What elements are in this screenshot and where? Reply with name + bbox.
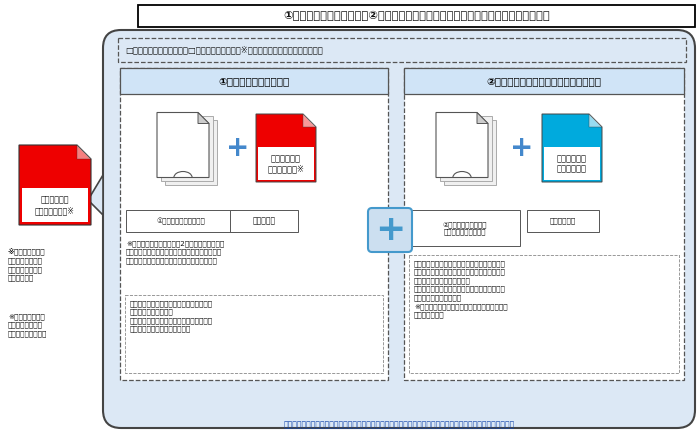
Text: 使用用途が異なりますので、レターパックプラス（赤）とレターパックライト（青）それぞれご用意ください。: 使用用途が異なりますので、レターパックプラス（赤）とレターパックライト（青）それ…: [284, 421, 514, 429]
Text: +: +: [226, 134, 250, 162]
Text: ※書類一式をまと
めて、郵送記録が
残る方法で、御送
付ください。: ※書類一式をまと めて、郵送記録が 残る方法で、御送 付ください。: [8, 248, 46, 281]
Bar: [444, 121, 496, 186]
Text: ②他の医療機関等への異動に伴う変更届: ②他の医療機関等への異動に伴う変更届: [486, 76, 601, 86]
Polygon shape: [19, 145, 91, 225]
Text: ・「交付票」については、審査が終了次第、手
続きをした医療機関等へ、レターパックライト
（青）を使用し送付します。
・「交付票」が届いたら、異動先の医療機関等
: ・「交付票」については、審査が終了次第、手 続きをした医療機関等へ、レターパック…: [414, 260, 508, 318]
FancyBboxPatch shape: [103, 30, 695, 428]
Polygon shape: [198, 113, 209, 124]
Bar: [161, 117, 213, 181]
Polygon shape: [303, 114, 316, 127]
Text: ②　他の医療機関等へ
の異動に伴う変更届等: ② 他の医療機関等へ の異動に伴う変更届等: [442, 221, 487, 235]
Bar: [440, 117, 492, 181]
Bar: [120, 68, 388, 94]
Polygon shape: [542, 114, 602, 182]
FancyBboxPatch shape: [368, 208, 412, 252]
Bar: [410, 210, 520, 246]
Bar: [404, 68, 684, 94]
Bar: [120, 68, 388, 380]
Text: +: +: [374, 213, 405, 247]
Bar: [527, 210, 599, 232]
Polygon shape: [88, 175, 103, 215]
Bar: [125, 295, 383, 373]
Bar: [409, 255, 679, 373]
Polygon shape: [157, 113, 209, 177]
Text: 免許交付用: 免許交付用: [253, 216, 276, 225]
Text: ①自医療機関等の申請等と②他の医療機関等への異動に伴う変更届を同時にする場合: ①自医療機関等の申請等と②他の医療機関等への異動に伴う変更届を同時にする場合: [283, 11, 550, 21]
Polygon shape: [77, 145, 91, 159]
Text: ①自医療機関等の申請等: ①自医療機関等の申請等: [157, 217, 205, 224]
Bar: [230, 210, 298, 232]
Bar: [118, 38, 686, 62]
Polygon shape: [477, 113, 488, 124]
Text: ①自医療機関等の申請等: ①自医療機関等の申請等: [218, 76, 290, 86]
Text: ※送付の際は「郵
送申請」と大きく
記載してください。: ※送付の際は「郵 送申請」と大きく 記載してください。: [8, 313, 48, 337]
Bar: [544, 147, 600, 180]
Text: □麻薬取扱者申請一覧　　□チェックシート　（※申請書とは別にご用意ください）: □麻薬取扱者申請一覧 □チェックシート （※申請書とは別にご用意ください）: [125, 45, 323, 55]
Text: ※免許交付を簡易書留（角2封筒に送料分の切手
を貼付）で交付希望される場合、免許証の交付数
により送料が異なりますのでご注意ください。: ※免許交付を簡易書留（角2封筒に送料分の切手 を貼付）で交付希望される場合、免許…: [126, 240, 224, 264]
Text: レターパック
プラス（赤）※: レターパック プラス（赤）※: [267, 154, 304, 173]
Text: 交付票送付用: 交付票送付用: [550, 218, 576, 224]
Text: レターパック
プラス（赤）等※: レターパック プラス（赤）等※: [35, 195, 75, 215]
Polygon shape: [589, 114, 602, 127]
Bar: [22, 188, 88, 222]
Bar: [126, 210, 236, 232]
Polygon shape: [436, 113, 488, 177]
Text: ・自医療機関等の申請については、交付票
は配布いたしません。
・不備等がなければ、免許交付用の封筒に
て、交付日に発送いたします。: ・自医療機関等の申請については、交付票 は配布いたしません。 ・不備等がなければ…: [130, 300, 213, 333]
Bar: [404, 68, 684, 380]
Bar: [165, 121, 217, 186]
Bar: [138, 5, 695, 27]
Polygon shape: [256, 114, 316, 182]
Bar: [258, 147, 314, 180]
Text: +: +: [510, 134, 533, 162]
Text: レターパック
ライト（青）: レターパック ライト（青）: [557, 154, 587, 173]
